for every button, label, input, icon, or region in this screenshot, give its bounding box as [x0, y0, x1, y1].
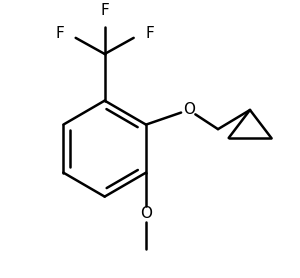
Text: F: F — [100, 3, 109, 18]
Text: F: F — [145, 26, 154, 41]
Text: F: F — [56, 26, 64, 41]
Text: O: O — [140, 207, 152, 222]
Text: O: O — [183, 103, 195, 118]
